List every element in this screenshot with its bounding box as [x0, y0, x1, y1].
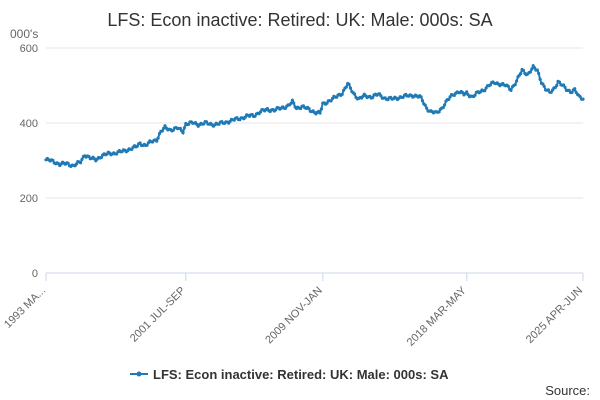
data-point[interactable]	[473, 93, 477, 97]
data-point[interactable]	[573, 87, 577, 91]
data-point[interactable]	[443, 103, 447, 107]
data-point[interactable]	[549, 90, 553, 94]
data-point[interactable]	[51, 158, 55, 162]
data-point[interactable]	[537, 71, 541, 76]
chart-title: LFS: Econ inactive: Retired: UK: Male: 0…	[107, 10, 492, 30]
data-point[interactable]	[130, 147, 134, 151]
legend-series-label[interactable]: LFS: Econ inactive: Retired: UK: Male: 0…	[153, 367, 449, 382]
data-point[interactable]	[513, 83, 517, 87]
legend-series-marker	[136, 371, 142, 377]
data-point[interactable]	[171, 128, 175, 132]
data-point[interactable]	[160, 129, 164, 133]
data-point[interactable]	[371, 96, 375, 100]
data-point[interactable]	[178, 126, 182, 130]
data-point[interactable]	[437, 110, 441, 114]
data-point[interactable]	[348, 86, 353, 90]
series-layer	[44, 63, 585, 168]
data-point[interactable]	[181, 131, 185, 135]
data-point[interactable]	[163, 124, 167, 128]
data-point[interactable]	[202, 122, 206, 126]
x-tick-label-0: 1993 MA...	[2, 285, 48, 331]
x-tick-label-2: 2009 NOV-JAN	[263, 285, 325, 347]
data-point[interactable]	[289, 101, 293, 105]
data-point[interactable]	[483, 89, 487, 93]
data-point[interactable]	[581, 97, 585, 101]
data-point[interactable]	[66, 161, 70, 165]
data-point[interactable]	[74, 162, 78, 166]
data-point[interactable]	[135, 144, 139, 148]
y-axis-tick-labels: 0 200 400 600	[20, 43, 38, 280]
data-point[interactable]	[319, 107, 323, 111]
data-point[interactable]	[253, 114, 257, 118]
data-point[interactable]	[283, 106, 287, 110]
x-tick-label-4: 2025 APR-JUN	[524, 285, 585, 346]
x-tick-label-3: 2018 MAR-MAY	[405, 284, 470, 349]
data-point[interactable]	[488, 83, 492, 87]
data-point[interactable]	[344, 85, 348, 89]
data-point[interactable]	[182, 126, 186, 130]
data-point[interactable]	[441, 106, 445, 110]
data-point[interactable]	[519, 71, 523, 76]
y-tick-label-600: 600	[20, 43, 38, 55]
data-point[interactable]	[156, 136, 160, 140]
data-point[interactable]	[115, 152, 119, 156]
data-point[interactable]	[99, 155, 103, 160]
data-point[interactable]	[555, 84, 559, 88]
data-point[interactable]	[420, 99, 425, 103]
data-point[interactable]	[80, 157, 84, 161]
source-label: Source:	[545, 383, 590, 398]
data-point[interactable]	[347, 82, 351, 86]
x-tick-label-1: 2001 JUL-SEP	[128, 285, 188, 345]
data-point[interactable]	[528, 70, 533, 74]
x-axis-ticks	[45, 273, 584, 281]
gridlines	[46, 47, 583, 199]
data-point[interactable]	[461, 91, 465, 95]
data-point[interactable]	[515, 79, 519, 83]
data-point[interactable]	[423, 103, 427, 107]
data-point[interactable]	[340, 92, 344, 96]
data-point[interactable]	[506, 84, 510, 88]
data-point[interactable]	[145, 143, 149, 147]
data-point[interactable]	[79, 161, 83, 165]
data-point[interactable]	[521, 68, 526, 73]
data-point[interactable]	[465, 90, 469, 94]
data-point[interactable]	[243, 115, 247, 119]
data-point[interactable]	[290, 98, 294, 102]
data-point[interactable]	[307, 107, 311, 111]
data-point[interactable]	[155, 139, 159, 143]
data-point[interactable]	[329, 99, 333, 103]
data-point[interactable]	[258, 110, 263, 114]
data-point[interactable]	[509, 88, 513, 92]
data-point[interactable]	[138, 141, 142, 145]
data-point[interactable]	[419, 95, 423, 99]
y-tick-label-400: 400	[20, 118, 38, 130]
y-axis-unit-label: 000's	[10, 27, 38, 41]
data-point[interactable]	[448, 95, 452, 99]
data-point[interactable]	[542, 84, 546, 88]
data-point[interactable]	[538, 77, 542, 81]
data-point[interactable]	[353, 92, 357, 96]
data-point[interactable]	[379, 94, 383, 98]
data-point[interactable]	[557, 80, 562, 84]
data-point[interactable]	[546, 88, 551, 92]
data-point[interactable]	[535, 68, 539, 72]
data-point[interactable]	[318, 111, 322, 115]
data-point[interactable]	[447, 97, 451, 101]
data-point[interactable]	[562, 83, 566, 87]
x-axis-tick-labels: 1993 MA... 2001 JUL-SEP 2009 NOV-JAN 2018 M…	[2, 284, 585, 349]
data-point[interactable]	[530, 67, 534, 71]
data-point[interactable]	[292, 101, 296, 105]
y-tick-label-200: 200	[20, 193, 38, 205]
data-point[interactable]	[563, 85, 567, 89]
y-tick-label-0: 0	[32, 268, 38, 280]
data-point[interactable]	[484, 86, 488, 90]
data-point[interactable]	[274, 108, 278, 112]
data-point[interactable]	[570, 90, 574, 95]
legend[interactable]: LFS: Econ inactive: Retired: UK: Male: 0…	[130, 367, 449, 382]
data-point[interactable]	[425, 106, 429, 110]
data-point[interactable]	[162, 126, 166, 130]
data-point[interactable]	[578, 95, 582, 99]
